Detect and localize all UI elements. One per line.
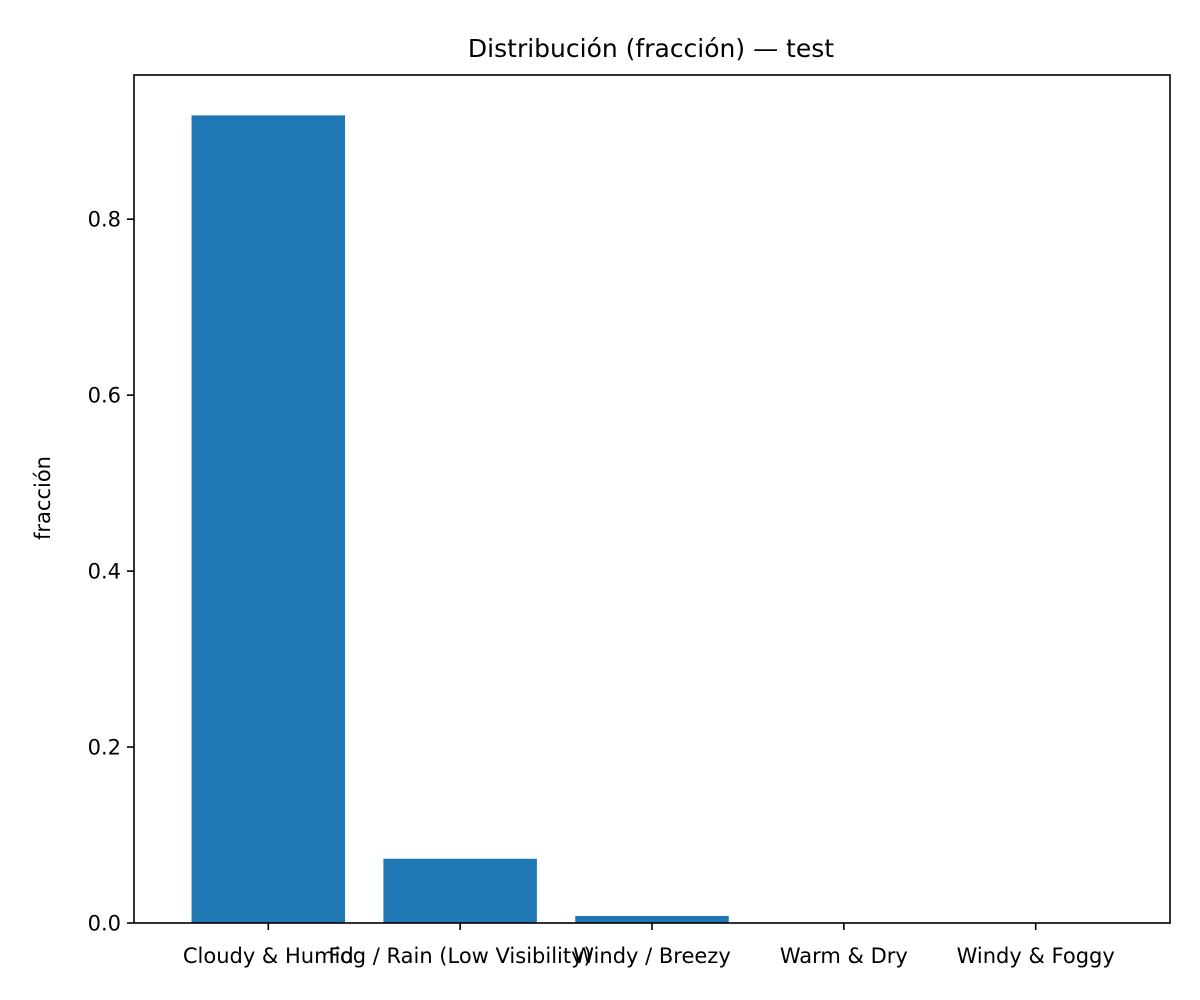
- bars-group: [191, 115, 729, 923]
- y-axis: 0.0 0.2 0.4 0.6 0.8: [88, 208, 134, 936]
- bar: [191, 115, 346, 923]
- y-tick-label: 0.0: [88, 912, 121, 936]
- x-tick-label: Fog / Rain (Low Visibility): [329, 944, 592, 968]
- plot-frame: [133, 74, 1171, 924]
- x-tick-label: Windy / Breezy: [573, 944, 731, 968]
- x-tick-label: Windy & Foggy: [957, 944, 1115, 968]
- bar: [575, 915, 729, 923]
- y-tick-label: 0.8: [88, 208, 121, 232]
- bar: [383, 858, 537, 923]
- y-tick-label: 0.6: [88, 384, 121, 408]
- x-tick-label: Warm & Dry: [780, 944, 908, 968]
- y-tick-label: 0.4: [88, 560, 121, 584]
- x-tick-label: Cloudy & Humid: [183, 944, 354, 968]
- chart-title: Distribución (fracción) — test: [468, 34, 834, 63]
- y-axis-title: fracción: [31, 456, 55, 540]
- y-tick-label: 0.2: [88, 736, 121, 760]
